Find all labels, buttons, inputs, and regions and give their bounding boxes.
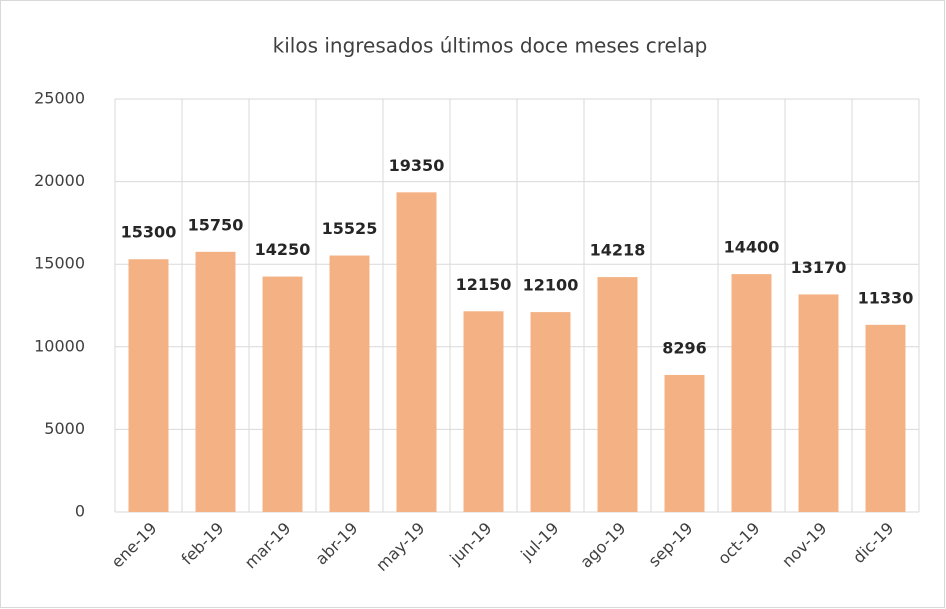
data-label: 8296 <box>662 338 707 357</box>
y-tick-label: 0 <box>75 502 85 521</box>
bar <box>597 277 638 512</box>
chart-title: kilos ingresados últimos doce meses crel… <box>273 34 708 58</box>
bar <box>664 374 705 512</box>
data-label: 14218 <box>590 241 646 260</box>
data-label: 15525 <box>322 219 378 238</box>
data-label: 15750 <box>188 215 244 234</box>
bar <box>731 274 772 512</box>
data-label: 19350 <box>389 156 445 175</box>
data-label: 14400 <box>724 238 780 257</box>
bar <box>396 192 437 512</box>
data-label: 11330 <box>858 288 914 307</box>
bar <box>798 294 839 512</box>
data-label: 12100 <box>523 276 579 295</box>
data-label: 13170 <box>791 258 847 277</box>
bar <box>865 324 906 512</box>
bar <box>530 312 571 512</box>
y-tick-label: 10000 <box>34 336 85 355</box>
y-tick-label: 15000 <box>34 254 85 273</box>
data-label: 12150 <box>456 275 512 294</box>
bar <box>329 255 370 513</box>
data-label: 15300 <box>121 223 177 242</box>
bar <box>463 311 504 512</box>
bar <box>195 251 236 512</box>
y-tick-label: 25000 <box>34 89 85 108</box>
y-tick-label: 5000 <box>44 419 85 438</box>
bar <box>262 276 303 512</box>
data-label: 14250 <box>255 240 311 259</box>
y-tick-label: 20000 <box>34 171 85 190</box>
bar <box>128 259 169 512</box>
